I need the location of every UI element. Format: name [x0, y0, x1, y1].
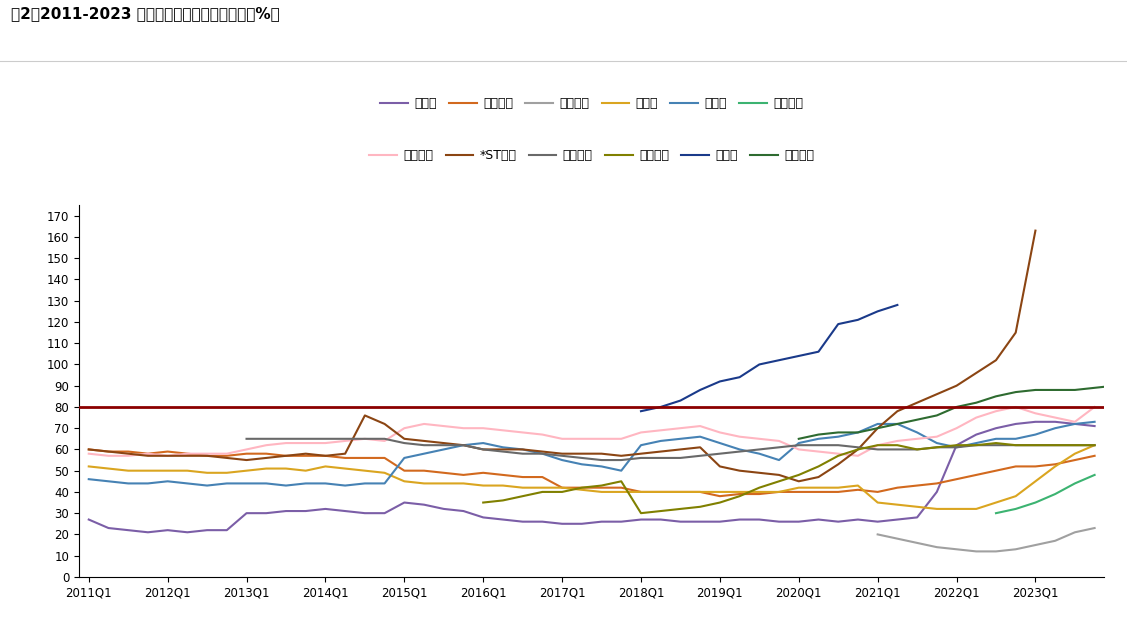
Text: 图2：2011-2023 年部分上市猪企资产负债率（%）: 图2：2011-2023 年部分上市猪企资产负债率（%）	[11, 6, 279, 21]
Legend: 天邦食品, *ST正邦, 牧原股份, 温氏股份, 雏鹰退, 傲农生物: 天邦食品, *ST正邦, 牧原股份, 温氏股份, 雏鹰退, 傲农生物	[364, 144, 819, 167]
